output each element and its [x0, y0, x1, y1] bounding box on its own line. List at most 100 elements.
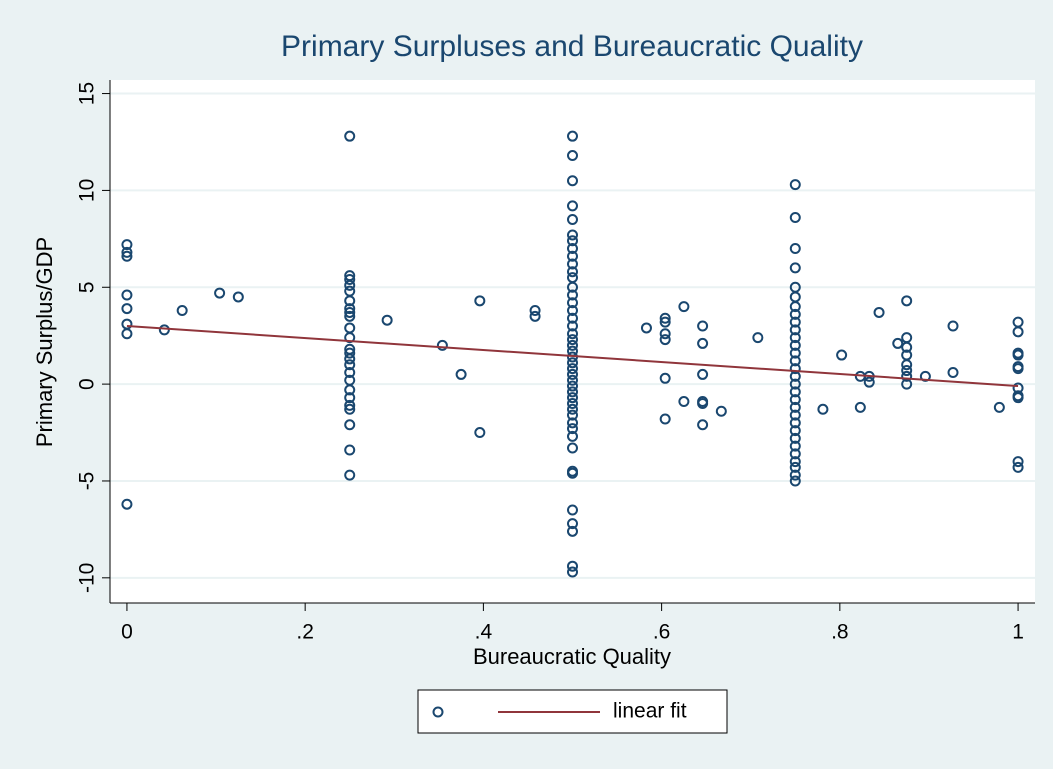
scatter-point	[344, 353, 356, 365]
scatter-point	[121, 250, 133, 262]
scatter-point	[789, 461, 801, 473]
scatter-point	[567, 392, 578, 404]
scatter-point	[789, 355, 801, 367]
scatter-point	[567, 409, 578, 421]
scatter-point	[567, 403, 578, 415]
y-tick-label: -5	[76, 472, 99, 491]
scatter-point	[947, 320, 959, 332]
scatter-point	[659, 328, 671, 340]
scatter-point	[567, 525, 578, 537]
scatter-point	[344, 332, 356, 344]
scatter-point	[529, 305, 541, 317]
scatter-point	[993, 401, 1005, 413]
scatter-point	[344, 469, 356, 481]
scatter-point	[344, 130, 356, 142]
scatter-point	[567, 297, 578, 309]
scatter-point	[697, 397, 709, 409]
scatter-point	[1012, 456, 1024, 468]
scatter-point	[789, 401, 801, 413]
scatter-point	[789, 347, 801, 359]
y-tick-label: 5	[76, 281, 99, 293]
scatter-point	[567, 368, 578, 380]
scatter-point	[529, 310, 541, 322]
x-tick-label: 0	[121, 621, 133, 644]
scatter-point	[947, 366, 959, 378]
scatter-point	[567, 320, 578, 332]
scatter-point	[901, 341, 913, 353]
scatter-point	[567, 397, 578, 409]
scatter-point	[567, 363, 578, 375]
scatter-point	[567, 289, 578, 301]
scatter-point	[789, 456, 801, 468]
scatter-point	[567, 312, 578, 324]
scatter-point	[873, 306, 885, 318]
scatter-point	[567, 467, 578, 479]
scatter-point	[567, 235, 578, 247]
chart-title: Primary Surpluses and Bureaucratic Quali…	[281, 30, 863, 63]
scatter-point	[1012, 363, 1024, 375]
scatter-point	[789, 308, 801, 320]
scatter-point	[567, 200, 578, 212]
scatter-point	[659, 334, 671, 346]
scatter-point	[567, 175, 578, 187]
scatter-point	[567, 566, 578, 578]
scatter-point	[789, 440, 801, 452]
scatter-point	[344, 384, 356, 396]
scatter-point	[892, 337, 904, 349]
scatter-point	[919, 370, 931, 382]
scatter-point	[659, 372, 671, 384]
scatter-point	[901, 370, 913, 382]
scatter-point	[474, 295, 486, 307]
scatter-point	[567, 150, 578, 162]
scatter-point	[567, 328, 578, 340]
scatter-point	[381, 314, 393, 326]
fit-line	[126, 325, 1019, 388]
scatter-point	[567, 339, 578, 351]
x-tick-label: .4	[475, 621, 493, 644]
scatter-point	[567, 380, 578, 392]
scatter-point	[697, 320, 709, 332]
scatter-point	[789, 448, 801, 460]
scatter-point	[567, 430, 578, 442]
x-tick-label: .8	[831, 621, 849, 644]
scatter-point	[158, 324, 170, 336]
y-tick-label: 0	[76, 378, 99, 390]
scatter-point	[121, 239, 133, 251]
scatter-point	[567, 386, 578, 398]
scatter-point	[697, 337, 709, 349]
scatter-point	[789, 301, 801, 313]
y-tick-label: 10	[76, 179, 99, 202]
scatter-point	[121, 303, 133, 315]
scatter-point	[659, 413, 671, 425]
scatter-point	[678, 396, 690, 408]
scatter-point	[121, 498, 133, 510]
scatter-point	[176, 305, 188, 317]
scatter-point	[567, 423, 578, 435]
scatter-point	[567, 258, 578, 270]
scatter-point	[121, 246, 133, 258]
y-tick-label: 15	[76, 82, 99, 105]
scatter-point	[836, 349, 848, 361]
scatter-point	[854, 401, 866, 413]
scatter-point	[232, 291, 244, 303]
scatter-point	[789, 425, 801, 437]
x-tick-label: .6	[653, 621, 671, 644]
scatter-point	[344, 392, 356, 404]
scatter-point	[474, 427, 486, 439]
scatter-point	[752, 332, 764, 344]
scatter-point	[567, 250, 578, 262]
scatter-point	[789, 432, 801, 444]
scatter-point	[567, 560, 578, 572]
scatter-point	[567, 374, 578, 386]
y-axis-title: Primary Surplus/GDP	[32, 237, 57, 447]
scatter-point	[678, 301, 690, 313]
scatter-point	[344, 303, 356, 315]
scatter-point	[344, 274, 356, 286]
scatter-point	[344, 279, 356, 291]
scatter-point	[1012, 461, 1024, 473]
scatter-point	[567, 266, 578, 278]
scatter-point	[789, 324, 801, 336]
scatter-point	[659, 312, 671, 324]
scatter-point	[789, 409, 801, 421]
